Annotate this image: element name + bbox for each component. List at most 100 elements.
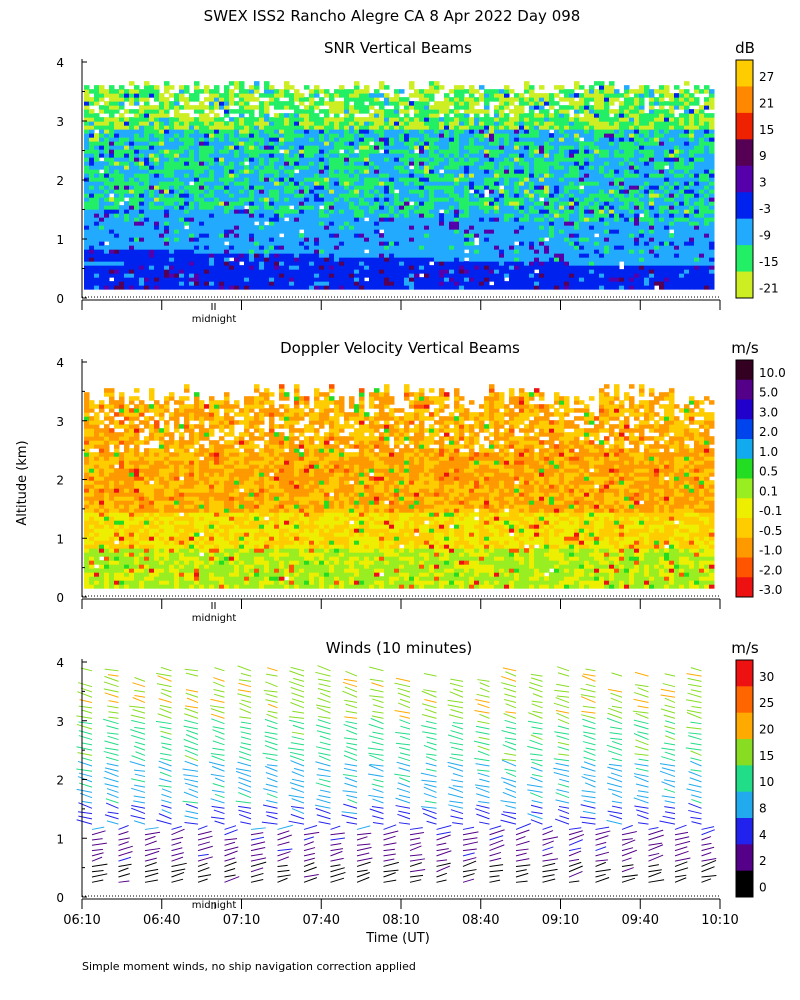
heatmap-cell	[364, 181, 370, 186]
heatmap-cell	[194, 221, 200, 226]
heatmap-cell	[399, 197, 405, 202]
heatmap-cell	[294, 173, 300, 178]
heatmap-cell	[239, 161, 245, 166]
heatmap-cell	[129, 257, 135, 262]
heatmap-cell	[179, 253, 185, 258]
heatmap-cell	[469, 193, 475, 198]
heatmap-cell	[554, 173, 560, 178]
heatmap-cell	[214, 137, 220, 142]
heatmap-cell	[589, 85, 595, 90]
heatmap-cell	[374, 173, 380, 178]
heatmap-cell	[409, 257, 415, 262]
heatmap-cell	[279, 93, 285, 98]
heatmap-cell	[379, 165, 385, 170]
heatmap-cell	[334, 241, 340, 246]
heatmap-cell	[294, 181, 300, 186]
heatmap-cell	[439, 105, 445, 110]
heatmap-cell	[174, 225, 180, 230]
heatmap-cell	[464, 165, 470, 170]
heatmap-cell	[554, 141, 560, 146]
heatmap-cell	[124, 89, 130, 94]
heatmap-cell	[574, 177, 580, 182]
heatmap-cell	[534, 113, 540, 118]
heatmap-cell	[294, 269, 300, 274]
heatmap-cell	[299, 109, 305, 114]
heatmap-cell	[89, 161, 95, 166]
heatmap-cell	[434, 221, 440, 226]
heatmap-cell	[174, 97, 180, 102]
heatmap-cell	[309, 133, 315, 138]
heatmap-cell	[159, 117, 165, 122]
heatmap-cell	[389, 181, 395, 186]
heatmap-cell	[509, 97, 515, 102]
heatmap-cell	[524, 193, 530, 198]
heatmap-cell	[434, 285, 440, 290]
heatmap-cell	[384, 161, 390, 166]
heatmap-cell	[149, 117, 155, 122]
heatmap-cell	[569, 285, 575, 290]
heatmap-cell	[379, 169, 385, 174]
heatmap-cell	[404, 225, 410, 230]
heatmap-cell	[384, 97, 390, 102]
heatmap-cell	[404, 229, 410, 234]
heatmap-cell	[399, 117, 405, 122]
heatmap-cell	[154, 113, 160, 118]
heatmap-cell	[379, 257, 385, 262]
heatmap-cell	[339, 85, 345, 90]
heatmap-cell	[414, 133, 420, 138]
heatmap-cell	[499, 209, 505, 214]
heatmap-cell	[584, 249, 590, 254]
heatmap-cell	[194, 129, 200, 134]
heatmap-cell	[364, 145, 370, 150]
heatmap-cell	[174, 105, 180, 110]
heatmap-cell	[159, 261, 165, 266]
heatmap-cell	[554, 157, 560, 162]
heatmap-cell	[164, 181, 170, 186]
heatmap-cell	[309, 237, 315, 242]
heatmap-cell	[334, 121, 340, 126]
heatmap-cell	[589, 277, 595, 282]
heatmap-cell	[399, 257, 405, 262]
heatmap-cell	[169, 85, 175, 90]
heatmap-cell	[434, 181, 440, 186]
heatmap-cell	[434, 165, 440, 170]
heatmap-cell	[124, 245, 130, 250]
heatmap-cell	[414, 217, 420, 222]
heatmap-cell	[154, 205, 160, 210]
heatmap-cell	[534, 177, 540, 182]
heatmap-cell	[239, 125, 245, 130]
heatmap-cell	[524, 169, 530, 174]
heatmap-cell	[199, 269, 205, 274]
heatmap-cell	[414, 249, 420, 254]
heatmap-cell	[184, 169, 190, 174]
heatmap-cell	[179, 197, 185, 202]
heatmap-cell	[324, 113, 330, 118]
heatmap-cell	[139, 229, 145, 234]
heatmap-cell	[539, 209, 545, 214]
heatmap-cell	[439, 285, 445, 290]
heatmap-cell	[519, 193, 525, 198]
heatmap-cell	[179, 225, 185, 230]
heatmap-cell	[519, 177, 525, 182]
heatmap-cell	[259, 213, 265, 218]
heatmap-cell	[414, 157, 420, 162]
heatmap-cell	[249, 245, 255, 250]
heatmap-cell	[474, 205, 480, 210]
heatmap-cell	[284, 197, 290, 202]
heatmap-cell	[154, 117, 160, 122]
heatmap-cell	[134, 229, 140, 234]
heatmap-cell	[539, 93, 545, 98]
heatmap-cell	[274, 221, 280, 226]
heatmap-cell	[499, 125, 505, 130]
heatmap-cell	[249, 105, 255, 110]
heatmap-cell	[339, 217, 345, 222]
heatmap-cell	[339, 185, 345, 190]
heatmap-cell	[529, 129, 535, 134]
heatmap-cell	[229, 97, 235, 102]
heatmap-cell	[254, 181, 260, 186]
heatmap-cell	[264, 253, 270, 258]
heatmap-cell	[269, 209, 275, 214]
heatmap-cell	[369, 177, 375, 182]
heatmap-cell	[149, 249, 155, 254]
heatmap-cell	[144, 97, 150, 102]
